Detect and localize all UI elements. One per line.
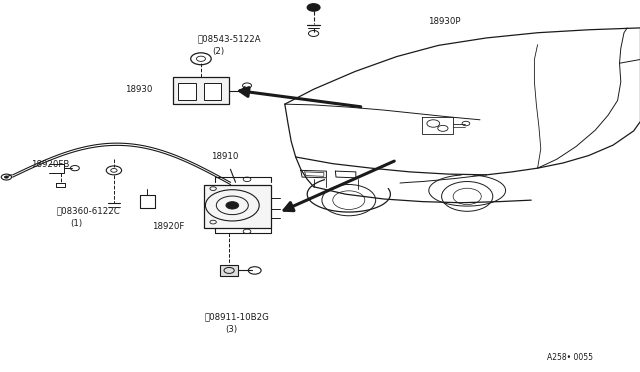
- Bar: [178, 83, 196, 100]
- Text: 18910: 18910: [211, 152, 239, 161]
- Text: Ⓝ08360-6122C: Ⓝ08360-6122C: [56, 207, 120, 216]
- Text: 18930: 18930: [125, 85, 152, 94]
- Bar: [204, 185, 271, 228]
- Text: (2): (2): [212, 47, 225, 56]
- Text: 18930P: 18930P: [428, 17, 460, 26]
- Text: (1): (1): [70, 219, 83, 228]
- Bar: [173, 77, 229, 104]
- Bar: [220, 265, 238, 276]
- Text: 18920FB: 18920FB: [31, 160, 69, 169]
- Circle shape: [226, 202, 239, 209]
- Text: Ⓞ08911-10B2G: Ⓞ08911-10B2G: [205, 312, 269, 321]
- Circle shape: [4, 176, 8, 178]
- Text: Ⓝ08543-5122A: Ⓝ08543-5122A: [197, 35, 260, 44]
- Text: A258• 0055: A258• 0055: [547, 353, 593, 362]
- Text: (3): (3): [225, 325, 237, 334]
- Text: 18920F: 18920F: [152, 222, 185, 231]
- Circle shape: [307, 4, 320, 11]
- Bar: [204, 83, 221, 100]
